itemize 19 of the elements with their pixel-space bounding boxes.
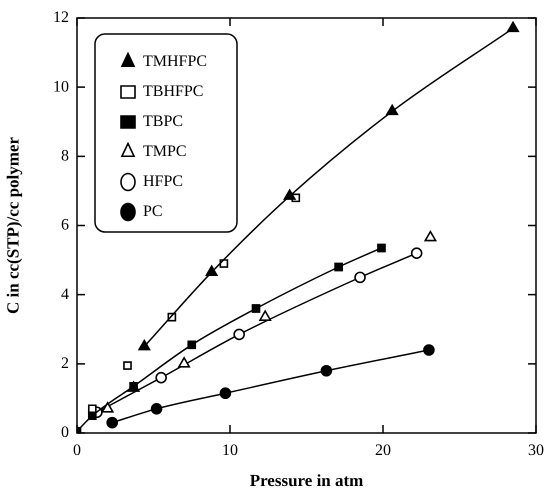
x-tick-label: 0 (73, 442, 81, 459)
x-tick-label: 20 (375, 442, 391, 459)
y-tick-label: 12 (53, 9, 69, 26)
y-tick-label: 2 (61, 355, 69, 372)
x-tick-label: 10 (222, 442, 238, 459)
y-tick-label: 10 (53, 78, 69, 96)
y-tick-label: 6 (61, 216, 69, 234)
y-tick-label: 0 (61, 424, 69, 442)
x-tick-label: 30 (528, 442, 544, 459)
legend-label: TBHFPC (143, 83, 204, 100)
legend-label: TMHFPC (143, 53, 208, 70)
legend-label: PC (143, 203, 163, 220)
legend-label: HFPC (143, 173, 184, 190)
y-axis-title: C in cc(STP)/cc polymer (4, 136, 23, 314)
y-tick-label: 8 (61, 148, 69, 165)
x-axis-title: Pressure in atm (250, 471, 364, 490)
legend-label: TBPC (143, 113, 184, 130)
legend-label: TMPC (143, 143, 187, 160)
y-tick-label: 4 (61, 286, 69, 303)
